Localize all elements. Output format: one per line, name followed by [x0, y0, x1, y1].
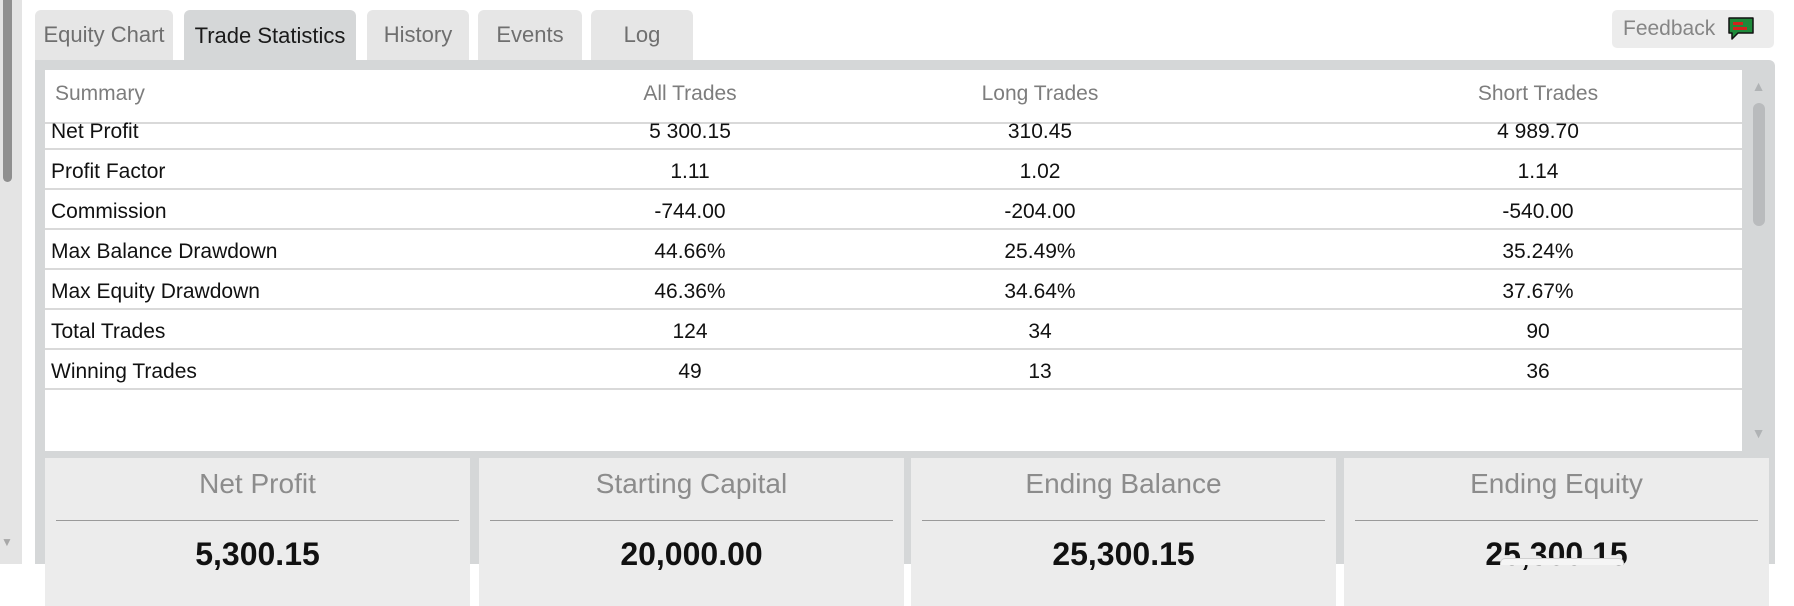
- cell-all-trades: 1.11: [670, 160, 710, 183]
- cell-short-trades: -540.00: [1502, 200, 1574, 223]
- feedback-label: Feedback: [1623, 17, 1716, 40]
- card-label: Ending Equity: [1470, 468, 1643, 499]
- statistics-table: Summary All Trades Long Trades Short Tra…: [45, 70, 1742, 451]
- table-row: Max Balance Drawdown 44.66% 25.49% 35.24…: [45, 230, 1742, 270]
- card-divider: [1355, 520, 1758, 521]
- table-row: Net Profit 5 300.15 310.45 4 989.70: [45, 110, 1742, 150]
- row-label: Total Trades: [51, 320, 166, 343]
- cell-all-trades: 5 300.15: [649, 120, 731, 143]
- column-header-long-trades: Long Trades: [981, 82, 1099, 105]
- cell-short-trades: 90: [1526, 320, 1550, 343]
- table-row: Profit Factor 1.11 1.02 1.14: [45, 150, 1742, 190]
- cell-short-trades: 37.67%: [1502, 280, 1574, 303]
- card-divider: [490, 520, 893, 521]
- row-label: Profit Factor: [51, 160, 166, 183]
- page-scroll-down-arrow-icon[interactable]: ▼: [1, 535, 13, 549]
- column-header-all-trades: All Trades: [643, 82, 737, 105]
- ending-equity-card: Ending Equity 25,300.15: [1344, 458, 1769, 606]
- feedback-button[interactable]: Feedback: [1612, 10, 1774, 48]
- card-label: Net Profit: [199, 468, 316, 499]
- page-scrollbar-thumb[interactable]: [3, 0, 12, 182]
- card-value: 25,300.15: [1485, 536, 1628, 572]
- cell-long-trades: 34: [1028, 320, 1052, 343]
- table-header-row: Summary All Trades Long Trades Short Tra…: [45, 70, 1742, 124]
- table-row: Commission -744.00 -204.00 -540.00: [45, 190, 1742, 230]
- starting-capital-card: Starting Capital 20,000.00: [479, 458, 904, 606]
- cell-all-trades: -744.00: [654, 200, 726, 223]
- card-label: Starting Capital: [595, 468, 788, 499]
- table-scrollbar-thumb[interactable]: [1753, 103, 1765, 226]
- scroll-down-arrow-icon[interactable]: ▼: [1751, 425, 1766, 441]
- scroll-up-arrow-icon[interactable]: ▲: [1751, 78, 1766, 94]
- cell-long-trades: 34.64%: [1004, 280, 1076, 303]
- cell-all-trades: 49: [678, 360, 702, 383]
- table-scrollbar[interactable]: ▲ ▼: [1742, 70, 1775, 451]
- ending-balance-card: Ending Balance 25,300.15: [911, 458, 1336, 606]
- tab-history[interactable]: History: [367, 10, 469, 60]
- table-row: Max Equity Drawdown 46.36% 34.64% 37.67%: [45, 270, 1742, 310]
- cell-long-trades: 13: [1028, 360, 1052, 383]
- net-profit-card: Net Profit 5,300.15: [45, 458, 470, 606]
- card-label: Ending Balance: [1025, 468, 1222, 499]
- cell-all-trades: 46.36%: [654, 280, 726, 303]
- card-value: 20,000.00: [620, 536, 763, 572]
- column-header-short-trades: Short Trades: [1477, 82, 1599, 105]
- card-divider: [56, 520, 459, 521]
- cell-long-trades: 1.02: [1019, 160, 1061, 183]
- table-row: Winning Trades 49 13 36: [45, 350, 1742, 390]
- cell-long-trades: -204.00: [1004, 200, 1076, 223]
- speech-bubble-icon: [1728, 17, 1754, 40]
- column-header-summary: Summary: [55, 82, 145, 105]
- cell-short-trades: 35.24%: [1502, 240, 1574, 263]
- cell-short-trades: 4 989.70: [1497, 120, 1579, 143]
- card-divider: [922, 520, 1325, 521]
- tab-log[interactable]: Log: [591, 10, 693, 60]
- tab-trade-statistics[interactable]: Trade Statistics: [184, 10, 356, 62]
- tab-equity-chart[interactable]: Equity Chart: [35, 10, 173, 60]
- cell-long-trades: 310.45: [1007, 120, 1073, 143]
- tab-events[interactable]: Events: [478, 10, 582, 60]
- row-label: Net Profit: [51, 120, 139, 143]
- row-label: Max Equity Drawdown: [51, 280, 260, 303]
- cell-short-trades: 1.14: [1517, 160, 1559, 183]
- trade-statistics-panel: Summary All Trades Long Trades Short Tra…: [35, 60, 1775, 606]
- row-label: Commission: [51, 200, 167, 223]
- table-row: Total Trades 124 34 90: [45, 310, 1742, 350]
- partial-button-edge: [1500, 558, 1624, 565]
- card-value: 5,300.15: [195, 536, 320, 572]
- card-value: 25,300.15: [1052, 536, 1195, 572]
- page-scrollbar[interactable]: ▼: [0, 0, 22, 564]
- cell-short-trades: 36: [1526, 360, 1550, 383]
- row-label: Max Balance Drawdown: [51, 240, 278, 263]
- cell-all-trades: 44.66%: [654, 240, 726, 263]
- cell-long-trades: 25.49%: [1004, 240, 1076, 263]
- cell-all-trades: 124: [672, 320, 708, 343]
- row-label: Winning Trades: [51, 360, 197, 383]
